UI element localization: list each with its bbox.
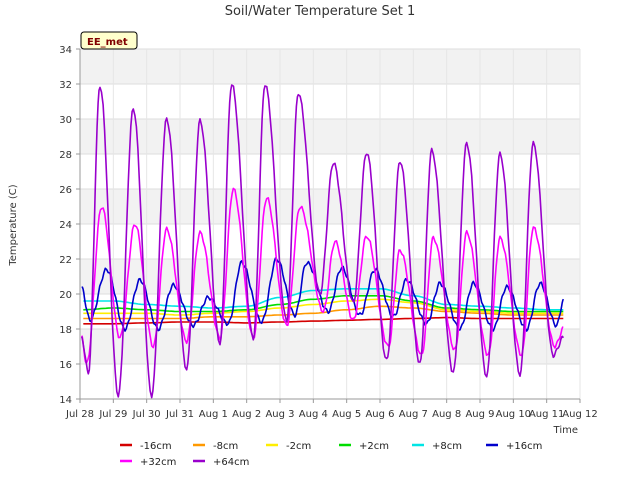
y-tick-label: 18: [59, 325, 72, 336]
station-badge: EE_met: [80, 31, 138, 50]
plot-band: [80, 329, 580, 364]
x-axis-label: Time: [553, 425, 578, 436]
legend-item-+32cm: +32cm: [120, 457, 176, 468]
chart-title: Soil/Water Temperature Set 1: [225, 4, 416, 19]
x-tick-label: Jul 31: [165, 409, 194, 420]
x-tick-label: Aug 5: [332, 409, 361, 420]
x-tick-label: Jul 28: [65, 409, 94, 420]
x-tick-label: Aug 1: [199, 409, 228, 420]
x-tick-label: Aug 6: [365, 409, 394, 420]
legend-label: +16cm: [506, 441, 542, 452]
y-tick-label: 32: [59, 80, 72, 91]
y-axis-label: Temperature (C): [8, 184, 19, 266]
series-line-+64cm: [80, 84, 564, 399]
plot-band: [80, 49, 580, 84]
station-badge-label: EE_met: [87, 37, 128, 48]
plot-band: [80, 119, 580, 154]
x-tick-label: Aug 10: [496, 409, 531, 420]
y-tick-label: 26: [59, 185, 72, 196]
axes: 14 16 18 20 22 24 26 28 30 32 34 Jul 28 Jul 29 Jul 30…: [59, 45, 597, 420]
legend-item-+2cm: +2cm: [339, 441, 389, 452]
legend-label: +32cm: [140, 457, 176, 468]
x-tick-label: Aug 11: [529, 409, 564, 420]
legend: -16cm -8cm -2cm +2cm +8cm +16cm +32cm +64cm: [120, 441, 542, 468]
legend-label: +64cm: [213, 457, 249, 468]
legend-label: +8cm: [432, 441, 462, 452]
legend-label: -2cm: [286, 441, 311, 452]
series-line-+8cm: [83, 288, 564, 311]
x-tick-label: Jul 29: [98, 409, 127, 420]
legend-item--2cm: -2cm: [266, 441, 311, 452]
x-tick-label: Aug 3: [265, 409, 294, 420]
legend-item-+64cm: +64cm: [193, 457, 249, 468]
series-line-+16cm: [81, 257, 565, 332]
legend-label: -8cm: [213, 441, 238, 452]
x-tick-label: Aug 2: [232, 409, 261, 420]
station-badge-box: [80, 31, 138, 50]
y-tick-label: 24: [59, 220, 72, 231]
legend-item-+8cm: +8cm: [412, 441, 462, 452]
series-line--16cm: [83, 316, 564, 325]
x-tick-label: Aug 4: [299, 409, 328, 420]
legend-item--16cm: -16cm: [120, 441, 172, 452]
x-tick-label: Jul 30: [132, 409, 161, 420]
y-tick-label: 34: [59, 45, 72, 56]
x-tick-label: Aug 12: [562, 409, 597, 420]
x-tick-label: Aug 8: [432, 409, 461, 420]
series-line--2cm: [83, 298, 564, 316]
y-tick-label: 20: [59, 290, 72, 301]
y-tick-label: 28: [59, 150, 72, 161]
y-tick-label: 30: [59, 115, 72, 126]
legend-label: +2cm: [359, 441, 389, 452]
x-tick-label: Aug 9: [465, 409, 494, 420]
series-line-+2cm: [83, 295, 564, 313]
legend-label: -16cm: [140, 441, 172, 452]
x-tick-label: Aug 7: [399, 409, 428, 420]
y-tick-label: 14: [59, 395, 72, 406]
y-tick-label: 22: [59, 255, 72, 266]
legend-item-+16cm: +16cm: [486, 441, 542, 452]
y-tick-label: 16: [59, 360, 72, 371]
series-line-+32cm: [81, 187, 564, 364]
series-layer: [80, 84, 565, 399]
legend-item--8cm: -8cm: [193, 441, 238, 452]
